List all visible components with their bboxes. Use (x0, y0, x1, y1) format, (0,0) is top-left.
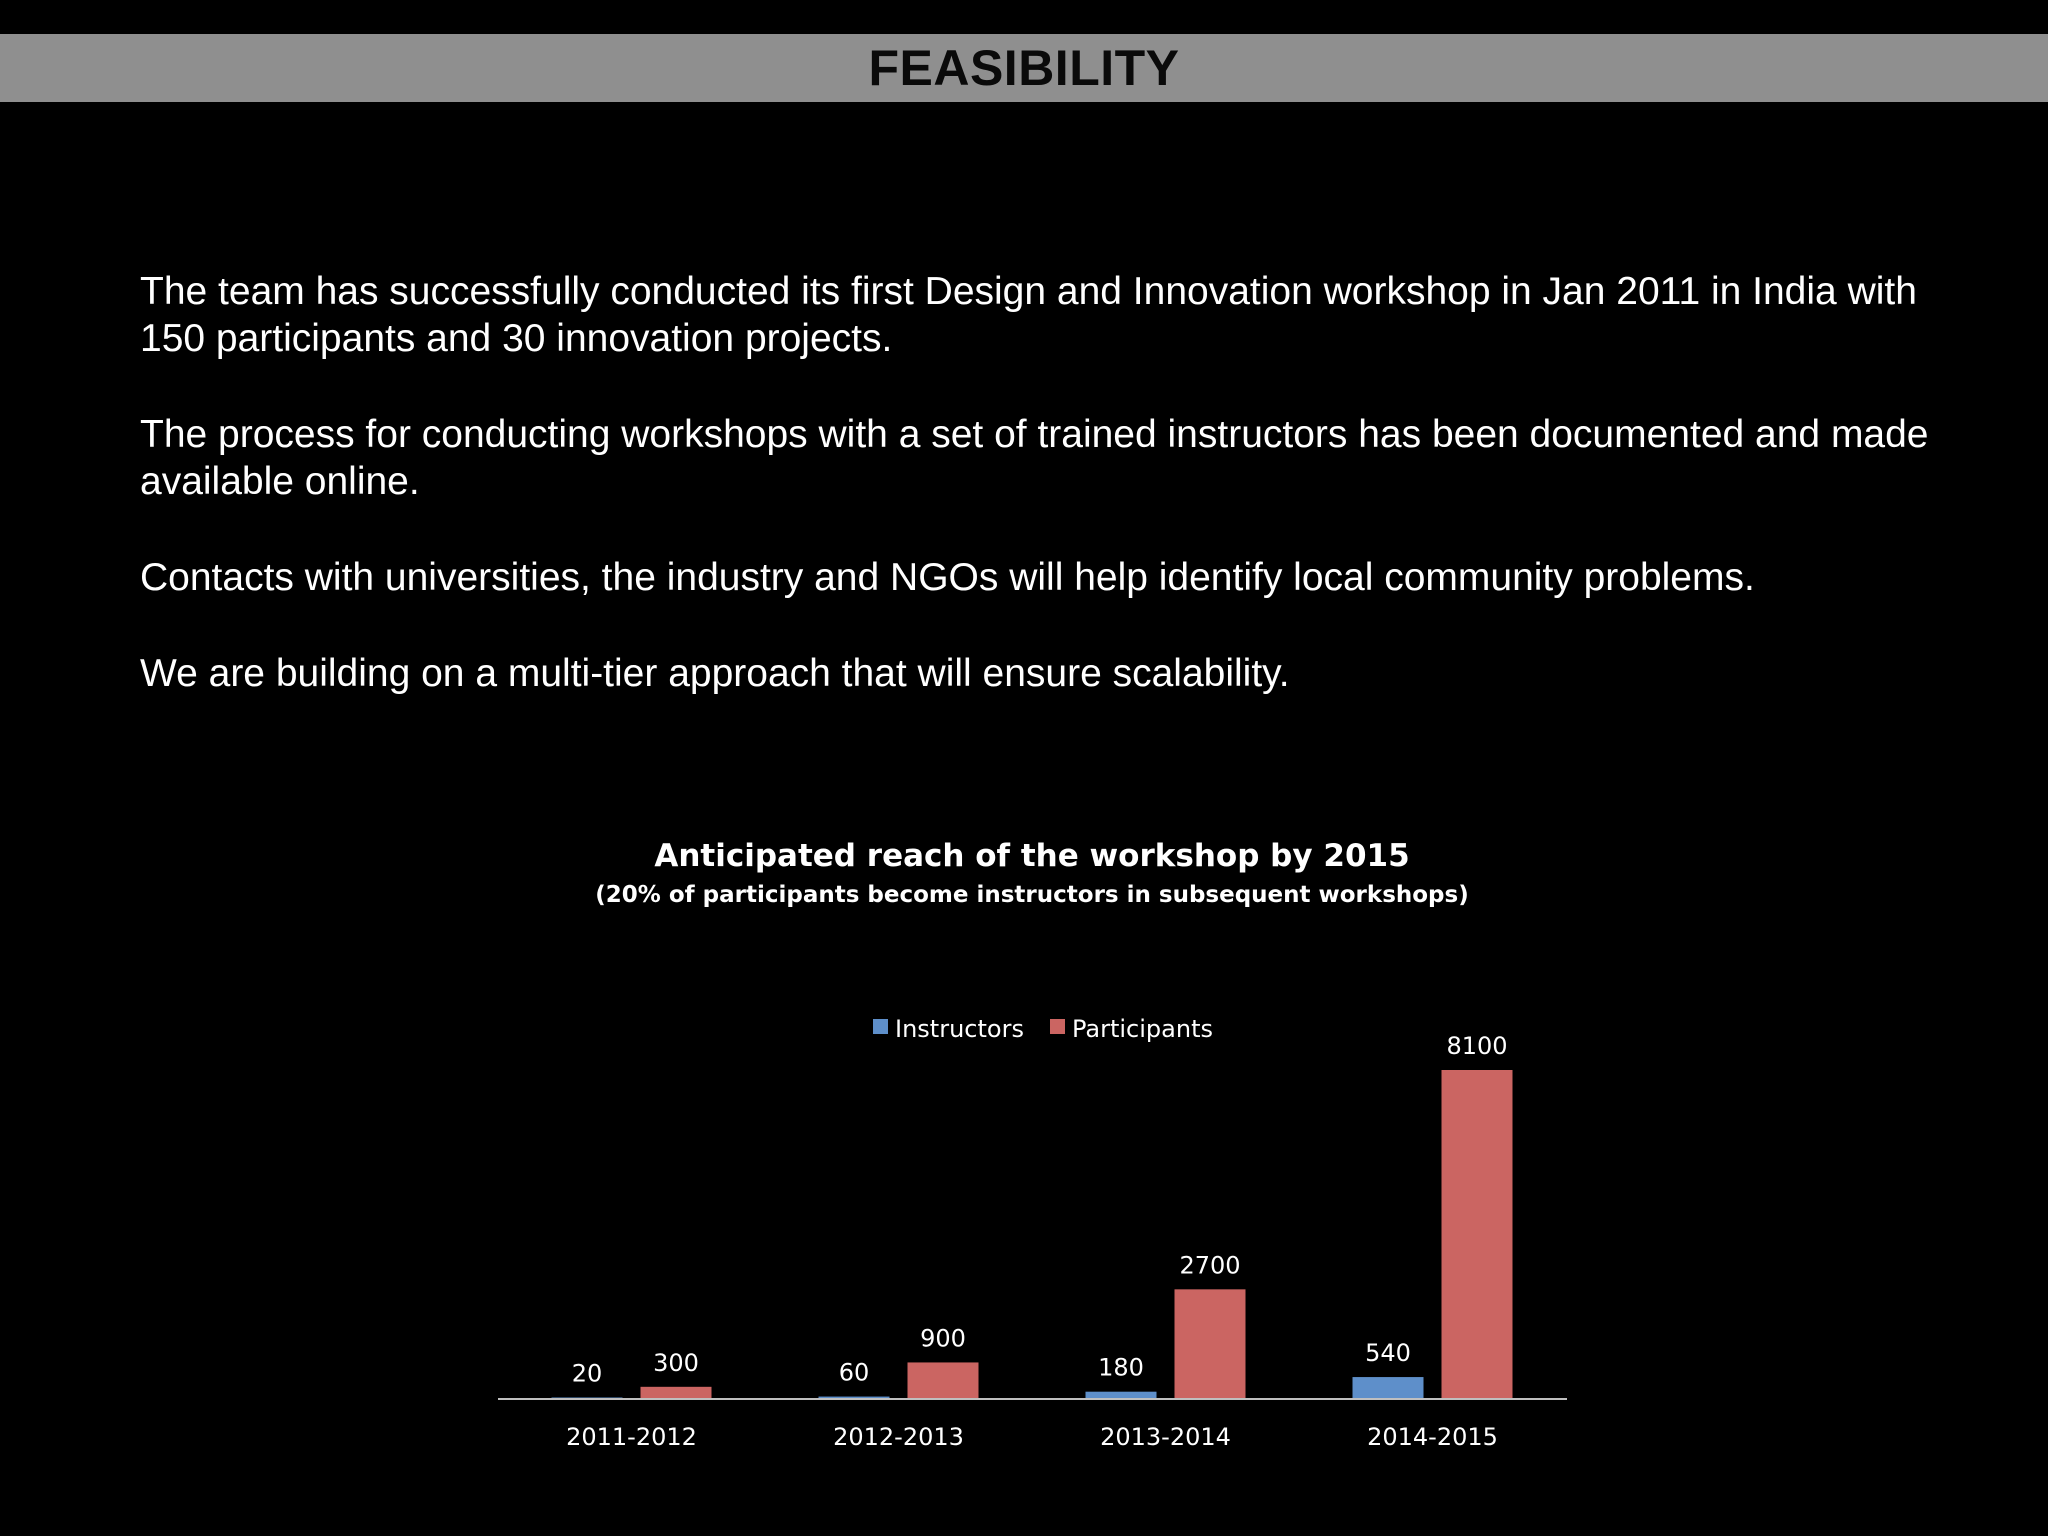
x-tick-label: 2012-2013 (833, 1423, 964, 1451)
x-tick-label: 2011-2012 (566, 1423, 697, 1451)
paragraph-process: The process for conducting workshops wit… (140, 413, 1929, 503)
bar-instructors-2014-2015 (1352, 1377, 1424, 1399)
bar-participants-2014-2015 (1441, 1070, 1513, 1399)
legend-swatch-instructors (873, 1019, 888, 1034)
body-text: The team has successfully conducted its … (140, 268, 1980, 746)
legend-swatch-participants (1050, 1019, 1065, 1034)
data-label-participants-2011-2012: 300 (653, 1349, 699, 1377)
chart-bars: 20 300 2011-2012 60 900 2012-2013 180 2700 2013-… (551, 1032, 1513, 1451)
data-label-instructors-2013-2014: 180 (1098, 1354, 1144, 1382)
bar-instructors-2012-2013 (818, 1396, 890, 1399)
legend-label-participants: Participants (1072, 1015, 1213, 1043)
legend-label-instructors: Instructors (895, 1015, 1024, 1043)
data-label-instructors-2011-2012: 20 (572, 1360, 603, 1388)
paragraph-contacts: Contacts with universities, the industry… (140, 556, 1755, 599)
paragraph-approach: We are building on a multi-tier approach… (140, 652, 1290, 695)
title-bar: FEASIBILITY (0, 34, 2048, 102)
x-tick-label: 2013-2014 (1100, 1423, 1231, 1451)
bar-participants-2013-2014 (1174, 1289, 1246, 1399)
data-label-instructors-2012-2013: 60 (839, 1359, 870, 1387)
slide-title: FEASIBILITY (868, 40, 1180, 96)
chart-legend: Instructors Participants (873, 1015, 1213, 1043)
x-tick-label: 2014-2015 (1367, 1423, 1498, 1451)
data-label-participants-2012-2013: 900 (920, 1324, 966, 1352)
chart-title: Anticipated reach of the workshop by 201… (654, 838, 1409, 874)
data-label-instructors-2014-2015: 540 (1365, 1339, 1411, 1367)
bar-instructors-2013-2014 (1085, 1391, 1157, 1399)
bar-participants-2012-2013 (907, 1362, 979, 1399)
bar-participants-2011-2012 (640, 1386, 712, 1399)
paragraph-workshop: The team has successfully conducted its … (140, 270, 1917, 360)
data-label-participants-2013-2014: 2700 (1179, 1251, 1240, 1279)
chart-subtitle: (20% of participants become instructors … (595, 882, 1468, 908)
data-label-participants-2014-2015: 8100 (1446, 1032, 1507, 1060)
